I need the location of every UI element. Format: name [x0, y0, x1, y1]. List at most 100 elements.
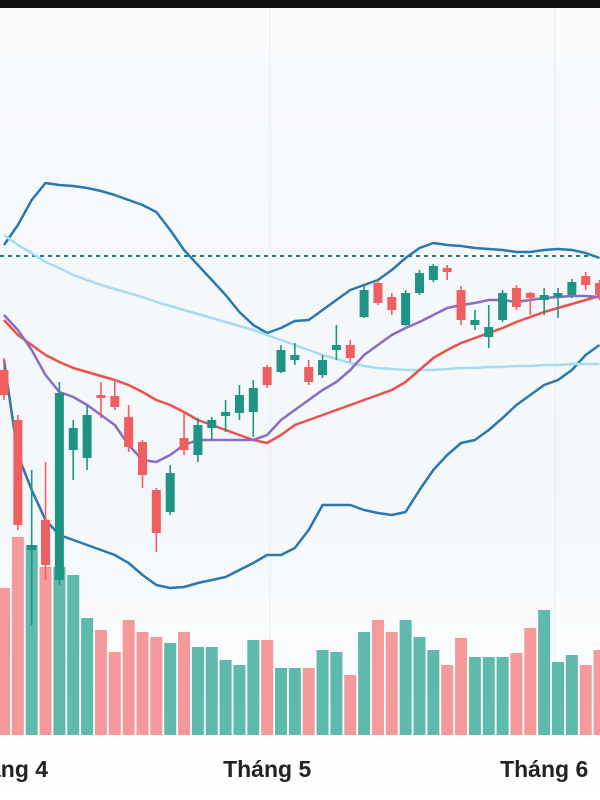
indicator-line	[2, 181, 600, 335]
volume-bar	[233, 665, 246, 735]
candle-body	[567, 282, 577, 295]
candle-body	[595, 283, 600, 295]
candle-layer	[0, 264, 600, 625]
volume-bar	[108, 652, 121, 735]
volume-bar	[261, 640, 274, 735]
candle-body	[151, 490, 161, 533]
volume-bar	[247, 640, 260, 735]
volume-bar	[482, 657, 495, 735]
volume-bar	[344, 675, 357, 735]
candle-body	[68, 428, 78, 450]
volume-bar	[191, 647, 204, 735]
volume-bar	[219, 660, 232, 735]
candle-body	[415, 273, 424, 293]
volume-bar	[11, 537, 24, 735]
top-bar	[0, 0, 600, 8]
candle-body	[193, 425, 203, 455]
candle-body	[387, 297, 397, 310]
indicator-line	[3, 233, 600, 372]
volume-bar	[275, 668, 287, 735]
volume-bar	[538, 610, 551, 735]
candle-body	[553, 293, 563, 297]
volume-bar	[81, 618, 94, 735]
candle-body	[511, 288, 521, 307]
candle-body	[248, 388, 258, 412]
volume-bar	[358, 632, 371, 735]
volume-bar	[455, 638, 468, 735]
candle-body	[41, 520, 51, 565]
candle-body	[359, 290, 369, 317]
candle-body	[221, 412, 231, 416]
candle-body	[304, 367, 314, 382]
x-tick-label: Tháng 6	[500, 756, 588, 782]
volume-bar	[496, 657, 509, 735]
volume-bar	[427, 650, 440, 735]
volume-bar	[565, 655, 578, 735]
volume-bar	[441, 665, 454, 735]
candle-body	[470, 320, 480, 325]
candle-body	[0, 370, 9, 395]
volume-bar	[579, 665, 592, 735]
volume-bar	[371, 620, 384, 735]
volume-bar	[53, 567, 66, 735]
volume-bar	[524, 628, 537, 735]
volume-bar	[552, 662, 564, 735]
volume-bar	[205, 647, 218, 735]
volume-bar	[330, 652, 343, 735]
candle-body	[138, 442, 147, 475]
candle-body	[290, 355, 300, 360]
candle-body	[234, 395, 244, 413]
candle-body	[179, 438, 189, 450]
volume-bar	[122, 620, 135, 735]
candle-body	[110, 396, 120, 407]
x-tick-label: Tháng 5	[223, 756, 311, 782]
candle-body	[428, 266, 438, 280]
candle-body	[124, 417, 134, 447]
volume-bar	[288, 668, 301, 735]
volume-bar	[67, 575, 80, 735]
volume-bar	[178, 632, 191, 735]
volume-bar	[510, 653, 523, 735]
candle-body	[262, 367, 272, 385]
volume-bar	[399, 620, 412, 735]
candle-body	[96, 395, 106, 398]
candle-body	[498, 293, 508, 320]
volume-bar	[39, 567, 52, 735]
candle-body	[373, 283, 383, 303]
candle-body	[27, 545, 37, 550]
candle-body	[456, 290, 466, 320]
indicator-line	[3, 294, 600, 445]
candle-body	[525, 293, 535, 298]
candle-body	[207, 420, 217, 428]
volume-bar	[413, 637, 426, 735]
candle-body	[581, 276, 591, 285]
candle-body	[82, 415, 92, 458]
candle-body	[165, 473, 175, 512]
volume-bar	[468, 657, 481, 735]
volume-bar	[302, 668, 315, 735]
volume-bar	[150, 637, 163, 735]
volume-bar	[164, 643, 177, 735]
volume-bar	[593, 650, 600, 735]
indicator-line	[2, 343, 600, 590]
indicator-layer	[0, 181, 600, 590]
candle-body	[54, 393, 64, 580]
volume-bar	[25, 545, 38, 735]
candle-body	[345, 345, 355, 358]
candle-body	[13, 420, 23, 525]
candle-body	[442, 268, 452, 272]
volume-bar	[94, 630, 107, 735]
volume-bar	[0, 588, 10, 735]
candle-body	[318, 360, 328, 375]
candle-body	[276, 350, 286, 372]
candle-body	[484, 327, 494, 337]
x-axis: Tháng 4 Tháng 5 Tháng 6	[0, 756, 588, 782]
volume-bar	[385, 632, 398, 735]
candle-body	[539, 295, 549, 300]
volume-bar	[316, 650, 329, 735]
volume-layer	[0, 537, 600, 735]
volume-bar	[136, 632, 149, 735]
candle-body	[401, 293, 411, 325]
